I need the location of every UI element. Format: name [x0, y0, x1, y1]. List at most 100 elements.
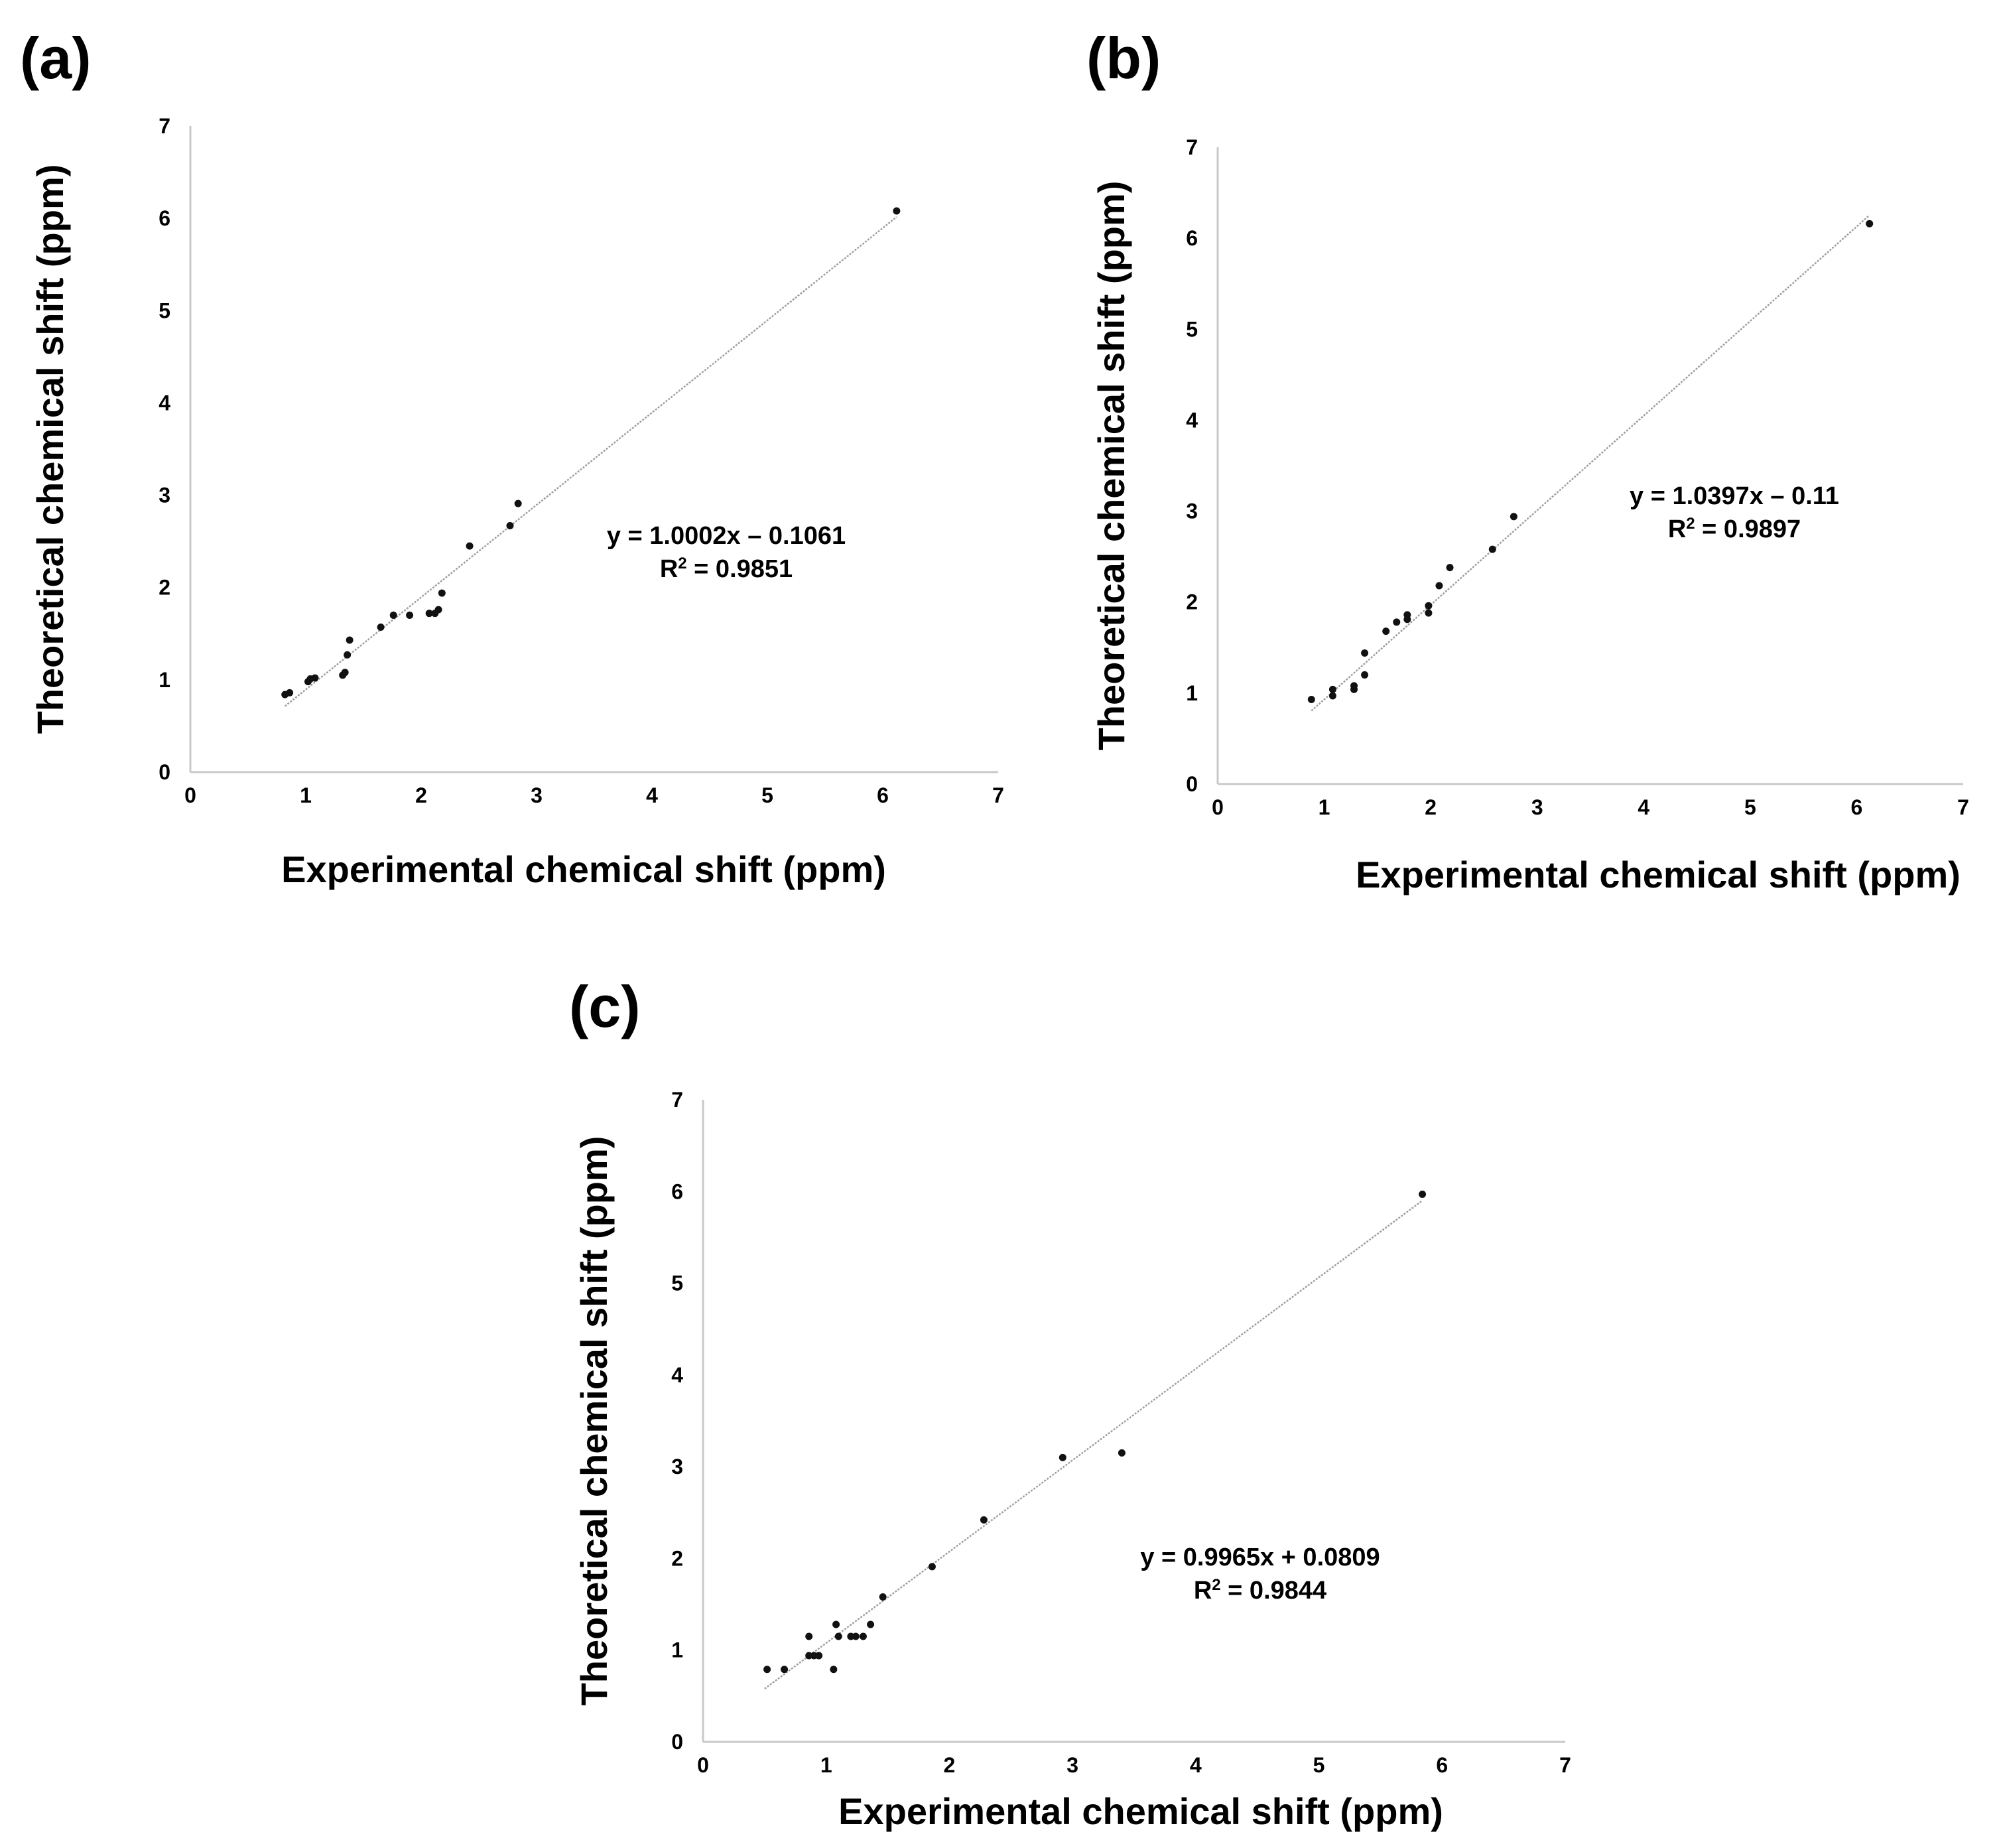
data-point [815, 1652, 823, 1660]
data-point [389, 611, 397, 619]
data-point [1118, 1449, 1126, 1457]
y-tick-label: 3 [1186, 499, 1198, 523]
data-point [344, 651, 352, 659]
data-point [1446, 564, 1454, 572]
x-tick-label: 2 [1425, 795, 1437, 819]
data-point [852, 1632, 860, 1640]
data-point [346, 636, 354, 644]
y-tick-label: 6 [159, 206, 170, 230]
x-tick-label: 0 [1212, 795, 1224, 819]
x-tick-label: 1 [300, 783, 312, 807]
x-tick-label: 4 [646, 783, 658, 807]
panel-label-c: (c) [569, 974, 641, 1039]
data-point [859, 1632, 867, 1640]
y-tick-label: 2 [671, 1546, 683, 1570]
x-tick-label: 0 [184, 783, 196, 807]
x-tick-label: 2 [415, 783, 427, 807]
data-point [311, 674, 319, 682]
y-tick-label: 7 [159, 114, 170, 138]
r-squared: R2 = 0.9844 [1194, 1576, 1326, 1605]
x-tick-label: 4 [1190, 1753, 1202, 1777]
y-tick-label: 3 [159, 484, 170, 507]
data-point [1425, 609, 1433, 617]
data-point [1866, 220, 1874, 228]
data-point [781, 1666, 789, 1674]
x-tick-label: 3 [531, 783, 543, 807]
y-tick-label: 6 [1186, 226, 1198, 250]
data-point [805, 1632, 813, 1640]
x-axis-title: Experimental chemical shift (ppm) [281, 848, 886, 890]
data-point [832, 1620, 840, 1628]
x-tick-label: 1 [820, 1753, 832, 1777]
y-axis-title: Theoretical chemical shift (ppm) [1090, 181, 1132, 751]
data-point [377, 624, 385, 631]
data-point [879, 1593, 887, 1601]
x-tick-label: 5 [1744, 795, 1756, 819]
data-point [1425, 602, 1433, 610]
data-point [425, 610, 433, 618]
panel-a: (a) 0 1 2 3 4 5 6 7 0 1 2 3 4 5 6 7 Experimental chemica… [0, 0, 1074, 922]
r-squared: R2 = 0.9897 [1668, 515, 1801, 544]
regression-equation: y = 0.9965x + 0.0809 [1140, 1544, 1380, 1571]
x-tick-label: 5 [1313, 1753, 1325, 1777]
y-tick-label: 5 [671, 1272, 683, 1295]
data-point [341, 669, 349, 677]
data-point [1328, 692, 1336, 700]
x-tick-label: 6 [1436, 1753, 1448, 1777]
data-point [763, 1666, 771, 1674]
data-point [1419, 1190, 1427, 1198]
y-tick-label: 0 [671, 1730, 683, 1754]
chart-b: 0 1 2 3 4 5 6 7 0 1 2 3 4 5 6 7 Experimental chemical sh… [1090, 135, 1969, 895]
data-point [1382, 627, 1390, 635]
y-tick-label: 2 [159, 576, 170, 600]
data-point [1393, 618, 1401, 626]
data-point [434, 606, 442, 614]
x-tick-label: 7 [992, 783, 1004, 807]
data-point [834, 1632, 842, 1640]
y-tick-label: 4 [159, 391, 170, 415]
x-tick-label: 6 [1851, 795, 1863, 819]
chart-a: 0 1 2 3 4 5 6 7 0 1 2 3 4 5 6 7 Experimental chemical sh… [29, 114, 1004, 890]
data-point [1328, 685, 1336, 693]
x-tick-label: 2 [944, 1753, 956, 1777]
y-tick-label: 3 [671, 1455, 683, 1479]
data-point [1510, 513, 1517, 521]
data-point [1488, 545, 1496, 553]
y-tick-label: 7 [671, 1088, 683, 1112]
regression-equation: y = 1.0397x – 0.11 [1630, 482, 1839, 510]
y-axis-title: Theoretical chemical shift (ppm) [573, 1136, 615, 1706]
data-point [1361, 649, 1369, 657]
y-tick-label: 7 [1186, 135, 1198, 159]
x-tick-label: 7 [1559, 1753, 1571, 1777]
data-point [286, 689, 294, 696]
x-axis-title: Experimental chemical shift (ppm) [1356, 854, 1961, 895]
x-tick-label: 1 [1319, 795, 1330, 819]
data-point [928, 1563, 936, 1571]
data-point [438, 589, 446, 597]
regression-equation: y = 1.0002x – 0.1061 [607, 522, 846, 550]
data-point [893, 207, 901, 215]
panel-label-b: (b) [1086, 25, 1161, 91]
x-tick-label: 0 [697, 1753, 709, 1777]
y-tick-label: 6 [671, 1179, 683, 1203]
x-tick-label: 4 [1638, 795, 1649, 819]
data-point [514, 499, 522, 507]
x-tick-label: 5 [761, 783, 773, 807]
data-point [867, 1620, 875, 1628]
x-tick-label: 6 [877, 783, 889, 807]
panel-b: (b) 0 1 2 3 4 5 6 7 0 1 2 3 4 5 6 7 Experimental chemica… [1061, 0, 1997, 922]
y-axis-title: Theoretical chemical shift (ppm) [29, 165, 71, 734]
y-tick-label: 5 [1186, 317, 1198, 341]
data-point [1435, 582, 1443, 590]
data-point [506, 521, 514, 529]
y-tick-label: 1 [159, 668, 170, 692]
y-tick-label: 5 [159, 298, 170, 322]
trendline [764, 1200, 1423, 1689]
data-point [1350, 682, 1358, 690]
data-point [1403, 611, 1411, 619]
data-point [406, 611, 414, 619]
panel-label-a: (a) [20, 25, 92, 91]
r-squared: R2 = 0.9851 [660, 555, 793, 584]
chart-c: 0 1 2 3 4 5 6 7 0 1 2 3 4 5 6 7 Experimental chemical sh… [573, 1088, 1571, 1832]
data-point [466, 542, 474, 550]
